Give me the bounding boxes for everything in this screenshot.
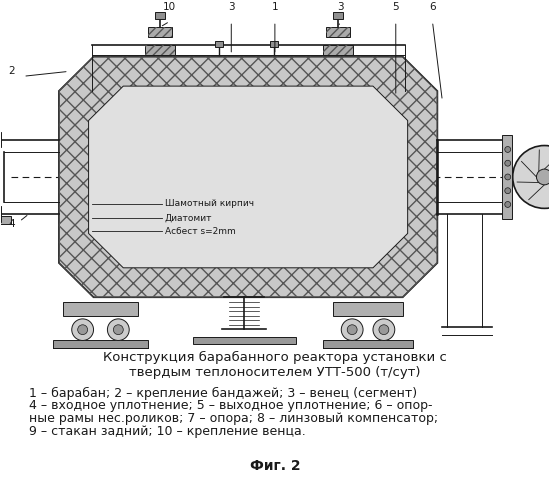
Circle shape (113, 325, 123, 334)
Bar (0, 132, 2, 148)
Text: 6: 6 (429, 2, 436, 12)
Text: 5: 5 (393, 2, 399, 12)
Circle shape (513, 146, 553, 208)
Bar (502, 134, 512, 219)
Polygon shape (88, 86, 408, 268)
Circle shape (341, 319, 363, 340)
Text: 1 – барабан; 2 – крепление бандажей; 3 – венец (сегмент): 1 – барабан; 2 – крепление бандажей; 3 –… (29, 386, 418, 400)
Circle shape (379, 325, 389, 334)
Text: Конструкция барабанного реактора установки с: Конструкция барабанного реактора установ… (103, 352, 447, 364)
Text: твердым теплоносителем УТТ-500 (т/сут): твердым теплоносителем УТТ-500 (т/сут) (129, 366, 421, 379)
Bar (145, 45, 175, 54)
Circle shape (373, 319, 395, 340)
Circle shape (72, 319, 93, 340)
Circle shape (505, 160, 511, 166)
Bar (0, 206, 2, 222)
Bar (148, 27, 172, 37)
Bar (324, 340, 413, 348)
Text: ные рамы нес.роликов; 7 – опора; 8 – линзовый компенсатор;: ные рамы нес.роликов; 7 – опора; 8 – лин… (29, 412, 439, 425)
Text: 9 – стакан задний; 10 – крепление венца.: 9 – стакан задний; 10 – крепление венца. (29, 425, 306, 438)
Circle shape (107, 319, 129, 340)
Bar (192, 336, 296, 344)
Circle shape (347, 325, 357, 334)
Text: 3: 3 (337, 2, 343, 12)
Bar (63, 302, 138, 316)
Circle shape (77, 325, 87, 334)
Text: 10: 10 (163, 2, 176, 12)
Circle shape (536, 169, 552, 185)
Text: 4 – входное уплотнение; 5 – выходное уплотнение; 6 – опор-: 4 – входное уплотнение; 5 – выходное упл… (29, 400, 432, 412)
Text: 1: 1 (272, 2, 278, 12)
Polygon shape (59, 56, 437, 298)
Bar (148, 27, 172, 37)
Bar (0, 216, 11, 224)
Circle shape (505, 174, 511, 180)
Text: 2: 2 (8, 66, 14, 76)
Text: Шамотный кирпич: Шамотный кирпич (165, 200, 254, 208)
Bar (155, 12, 165, 20)
Bar (326, 27, 350, 37)
Bar (324, 45, 353, 54)
Circle shape (505, 202, 511, 207)
Bar (326, 27, 350, 37)
Bar (270, 41, 278, 47)
Bar (333, 12, 343, 20)
Circle shape (505, 146, 511, 152)
Bar (324, 45, 353, 54)
Text: Диатомит: Диатомит (165, 213, 212, 222)
Text: Асбест s=2mm: Асбест s=2mm (165, 227, 236, 236)
Circle shape (505, 188, 511, 194)
Bar (216, 41, 223, 47)
Text: Фиг. 2: Фиг. 2 (249, 460, 300, 473)
Text: 4: 4 (8, 218, 14, 228)
Bar (145, 45, 175, 54)
Bar (333, 302, 403, 316)
Text: 3: 3 (228, 2, 234, 12)
Bar (53, 340, 148, 348)
